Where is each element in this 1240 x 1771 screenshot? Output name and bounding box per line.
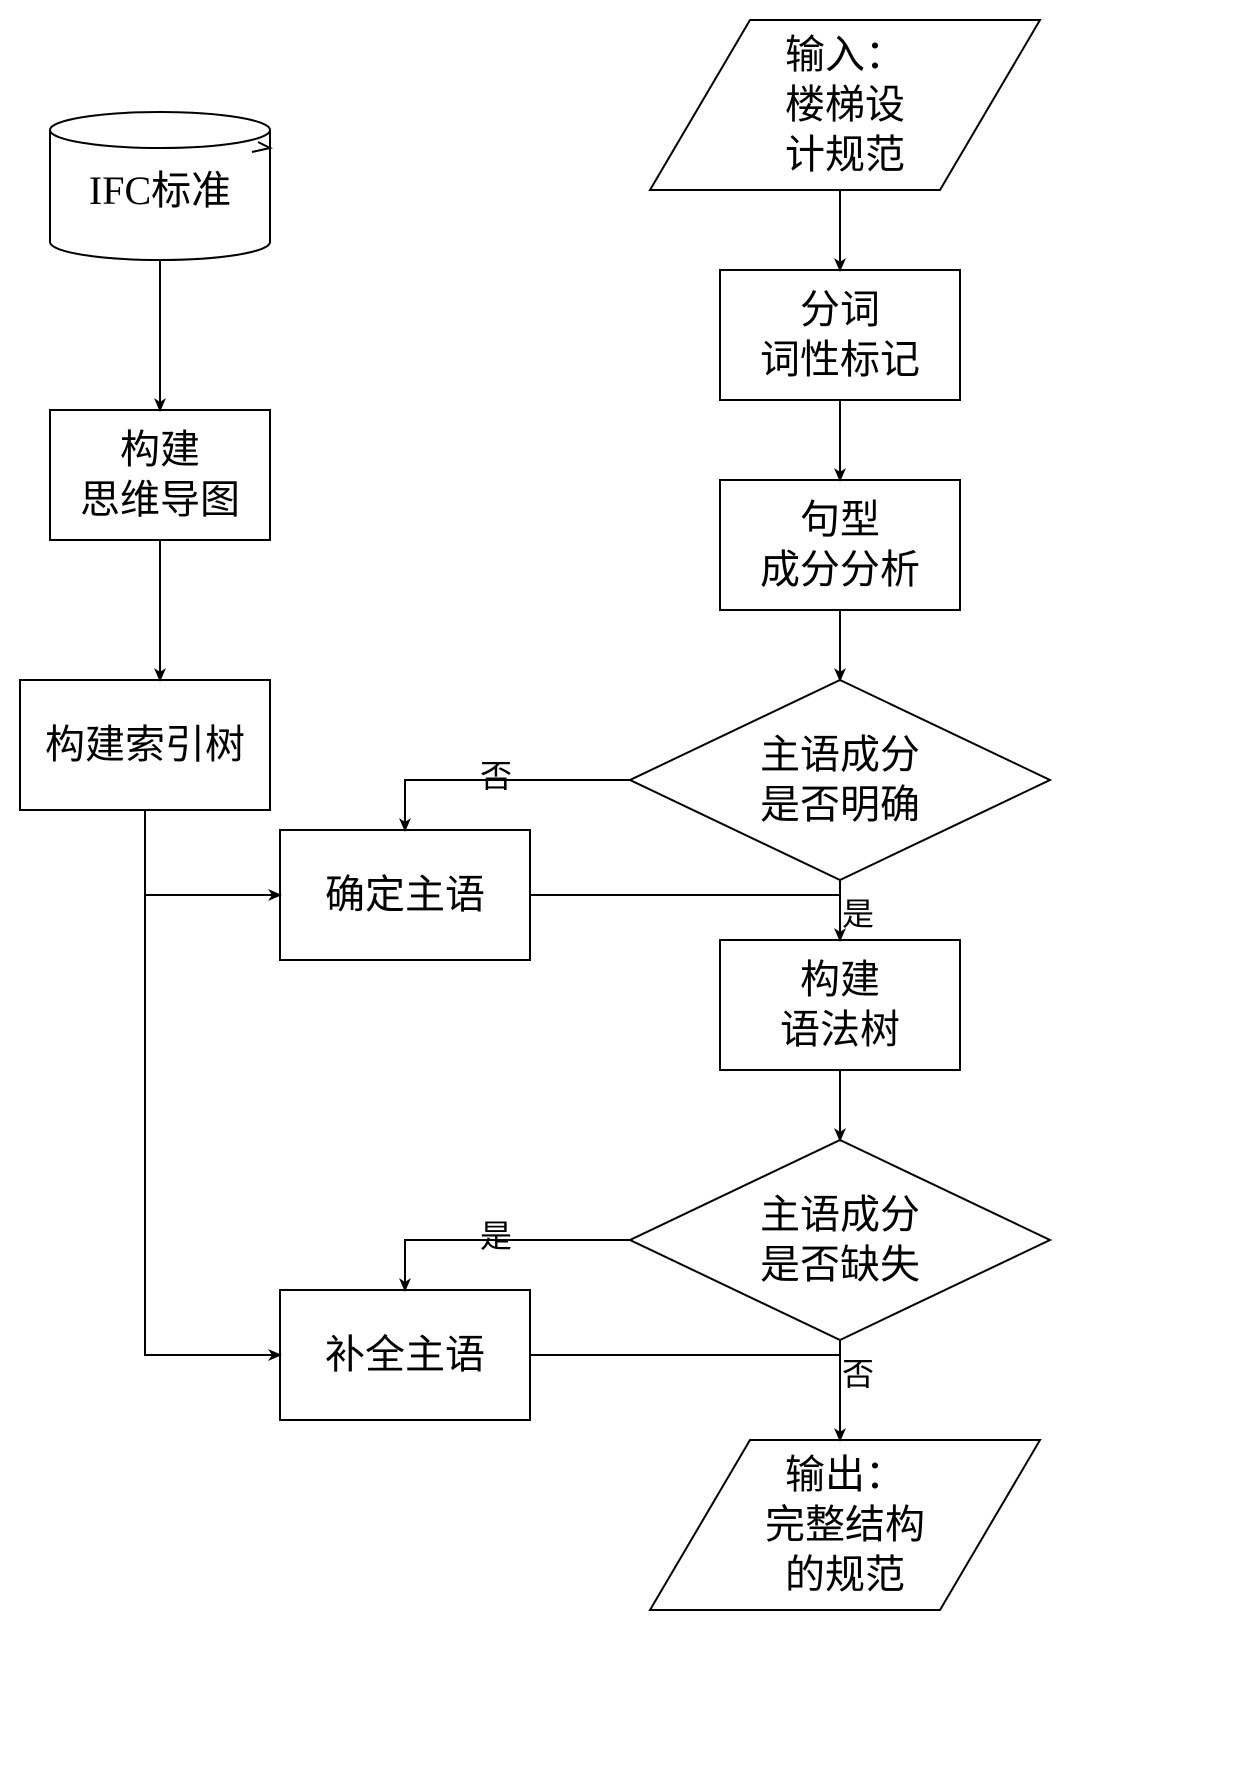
edge-label-10: 是 (456, 1216, 536, 1256)
indextree-label: 构建索引树 (0, 720, 395, 770)
edge-label-6: 是 (818, 894, 898, 934)
input-label: 输入： 楼梯设 计规范 (595, 30, 1095, 180)
edge-label-13: 否 (818, 1354, 898, 1394)
parse-label: 句型 成分分析 (590, 495, 1090, 595)
edge-label-5: 否 (456, 756, 536, 796)
segment-label: 分词 词性标记 (590, 285, 1090, 385)
confirm-label: 确定主语 (155, 870, 655, 920)
complete-label: 补全主语 (155, 1330, 655, 1380)
output-label: 输出： 完整结构 的规范 (595, 1450, 1095, 1600)
mindmap-label: 构建 思维导图 (0, 425, 410, 525)
diamond1-label: 主语成分 是否明确 (590, 730, 1090, 830)
ifc-label: IFC标准 (0, 166, 410, 216)
syntax-label: 构建 语法树 (590, 955, 1090, 1055)
diamond2-label: 主语成分 是否缺失 (590, 1190, 1090, 1290)
